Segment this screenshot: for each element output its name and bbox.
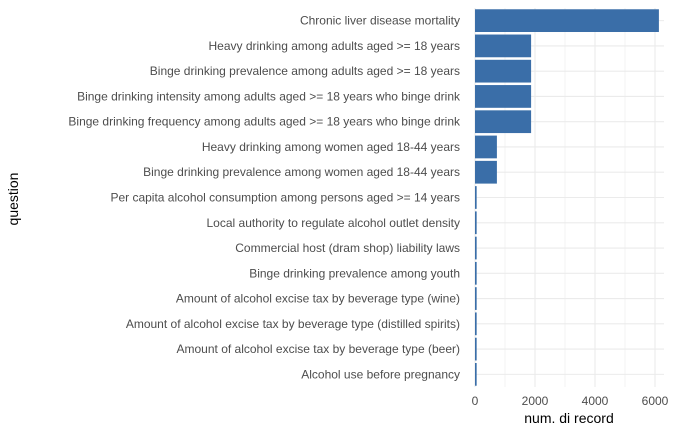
bar <box>475 135 497 159</box>
y-tick-label: Binge drinking prevalence among adults a… <box>150 64 460 78</box>
bar <box>475 186 477 209</box>
y-tick-label: Commercial host (dram shop) liability la… <box>235 241 460 255</box>
bar <box>475 362 477 386</box>
bar <box>475 34 532 58</box>
bar <box>475 261 477 285</box>
y-tick-label: Binge drinking frequency among adults ag… <box>68 115 461 129</box>
y-tick-label: Amount of alcohol excise tax by beverage… <box>176 292 460 306</box>
x-axis-title: num. di record <box>524 410 613 426</box>
x-tick-label: 0 <box>472 394 479 408</box>
bar <box>475 85 532 108</box>
y-tick-label: Binge drinking prevalence among youth <box>249 266 460 280</box>
bar <box>475 236 477 260</box>
bar <box>475 110 532 134</box>
x-tick-label: 6000 <box>642 394 669 408</box>
bar <box>475 9 659 33</box>
y-tick-label: Heavy drinking among adults aged >= 18 y… <box>209 39 461 53</box>
y-tick-label: Local authority to regulate alcohol outl… <box>207 216 461 230</box>
bar <box>475 59 532 83</box>
y-axis-title: question <box>5 173 21 226</box>
x-tick-label: 4000 <box>582 394 609 408</box>
y-tick-label: Heavy drinking among women aged 18-44 ye… <box>202 140 460 154</box>
y-tick-label: Binge drinking prevalence among women ag… <box>143 165 460 179</box>
y-tick-labels: Chronic liver disease mortality Heavy dri… <box>68 14 461 382</box>
y-tick-label: Amount of alcohol excise tax by beverage… <box>126 317 460 331</box>
y-tick-label: Amount of alcohol excise tax by beverage… <box>177 342 461 356</box>
x-tick-label: 2000 <box>522 394 549 408</box>
bar <box>475 211 477 235</box>
x-tick-labels: 0 2000 4000 6000 <box>472 394 669 408</box>
bar <box>475 160 497 184</box>
y-tick-label: Binge drinking intensity among adults ag… <box>77 89 461 103</box>
bar <box>475 337 477 361</box>
bar <box>475 287 477 310</box>
y-tick-label: Alcohol use before pregnancy <box>301 367 460 381</box>
bars-layer <box>475 9 659 386</box>
y-tick-label: Chronic liver disease mortality <box>300 14 460 28</box>
bar <box>475 312 477 336</box>
y-tick-label: Per capita alcohol consumption among per… <box>110 191 460 205</box>
